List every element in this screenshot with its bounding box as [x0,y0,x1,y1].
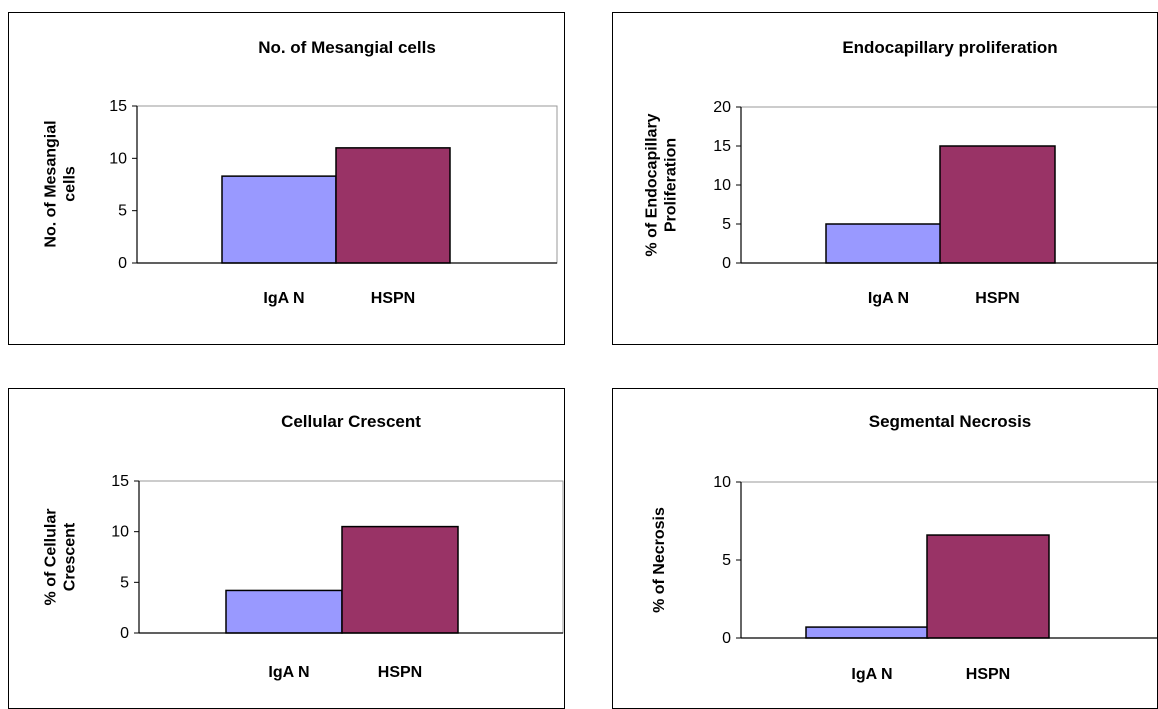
y-tick-label: 5 [722,552,731,569]
bar-iga-n [805,626,929,639]
chart-panel-mesangial-cells: No. of Mesangial cells 0 5 10 15 IgA N HSPN No.… [8,12,565,345]
x-category-label: IgA N [868,290,909,307]
y-axis-label-line: Crescent [62,522,79,591]
bar-hspn [939,145,1056,264]
x-category-label: HSPN [966,666,1010,683]
y-axis-label-line: % of Necrosis [651,507,668,613]
chart-title: Segmental Necrosis [869,412,1032,431]
bar-hspn [341,525,459,634]
x-category-label: HSPN [371,290,415,307]
chart-svg-mesangial-cells: No. of Mesangial cells 0 5 10 15 IgA N HSPN No.… [43,38,558,307]
y-tick-label: 10 [111,524,129,541]
y-axis-label: % of Cellular Crescent [43,509,79,606]
y-axis-label: No. of Mesangial cells [43,120,79,247]
y-tick-label: 0 [118,255,127,272]
y-tick-label: 5 [120,574,129,591]
chart-title: Cellular Crescent [281,412,421,431]
y-axis-label-line: % of Endocapillary [644,113,661,256]
y-axis-label-line: Proliferation [663,138,680,232]
bar-hspn [335,147,451,264]
y-tick-label: 10 [713,474,731,491]
y-axis-label-line: cells [62,166,79,202]
chart-title: Endocapillary proliferation [842,38,1057,57]
bar-hspn [926,534,1050,639]
bar-iga-n [225,589,343,634]
x-category-label: IgA N [263,290,304,307]
y-tick-label: 0 [722,255,731,272]
y-tick-label: 15 [109,98,127,115]
chart-svg-endocapillary-proliferation: Endocapillary proliferation 0 5 10 15 20 IgA N… [644,38,1157,307]
y-tick-label: 15 [111,473,129,490]
bar-iga-n [221,175,337,264]
y-tick-label: 10 [109,150,127,167]
bar-iga-n [825,223,942,264]
chart-svg-segmental-necrosis: Segmental Necrosis 0 5 10 IgA N HSPN % of Necr… [651,412,1157,683]
y-axis-label-line: No. of Mesangial [43,120,60,247]
y-axis-label: % of Endocapillary Proliferation [644,113,680,256]
chart-panel-endocapillary-proliferation: Endocapillary proliferation 0 5 10 15 20 IgA N… [612,12,1158,345]
x-category-label: IgA N [268,664,309,681]
y-tick-label: 15 [713,138,731,155]
chart-title: No. of Mesangial cells [258,38,436,57]
y-tick-label: 10 [713,177,731,194]
y-axis-label: % of Necrosis [651,507,668,613]
y-axis-label-line: % of Cellular [43,509,60,606]
y-tick-label: 0 [722,630,731,647]
chart-svg-cellular-crescent: Cellular Crescent 0 5 10 15 IgA N HSPN % of Cel… [43,412,564,681]
y-tick-label: 5 [722,216,731,233]
x-category-label: IgA N [851,666,892,683]
y-tick-label: 20 [713,99,731,116]
x-category-label: HSPN [975,290,1019,307]
y-tick-label: 5 [118,203,127,220]
x-category-label: HSPN [378,664,422,681]
chart-panel-segmental-necrosis: Segmental Necrosis 0 5 10 IgA N HSPN % of Necr… [612,388,1158,709]
chart-panel-cellular-crescent: Cellular Crescent 0 5 10 15 IgA N HSPN % of Cel… [8,388,565,709]
y-tick-label: 0 [120,625,129,642]
